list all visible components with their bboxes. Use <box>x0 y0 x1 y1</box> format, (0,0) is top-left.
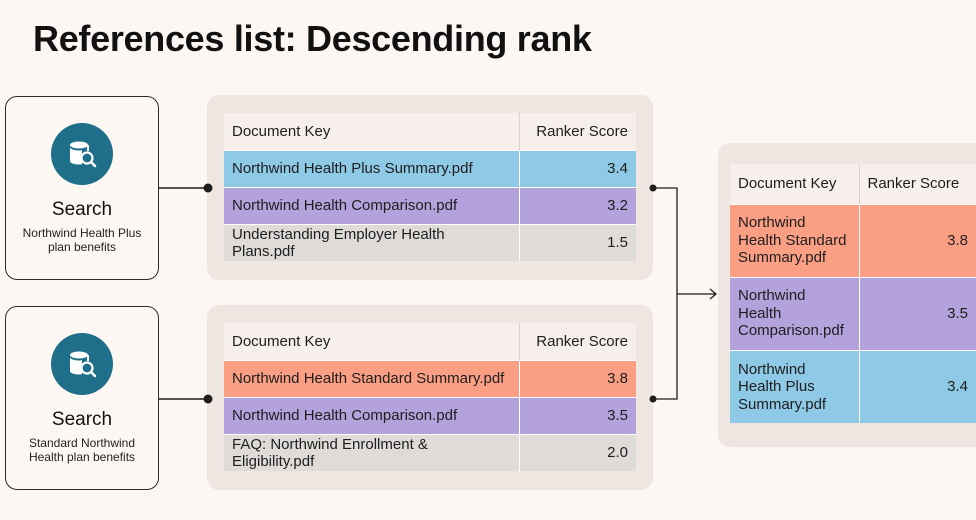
document-key: Understanding Employer Health Plans.pdf <box>224 223 519 261</box>
ranker-score: 3.8 <box>518 359 636 397</box>
document-key-line: Comparison.pdf <box>738 322 844 340</box>
page-title: References list: Descending rank <box>33 18 592 59</box>
document-key-line: Northwind <box>738 214 806 232</box>
document-key-line: Summary.pdf <box>738 395 827 413</box>
results-table-plus: Document Key Ranker Score Northwind Heal… <box>224 113 636 261</box>
document-key-line: Health Plus <box>738 378 815 395</box>
document-key: FAQ: Northwind Enrollment & Eligibility.… <box>224 433 519 471</box>
search-query: Northwind Health Plus plan benefits <box>22 226 142 254</box>
search-card-standard[interactable]: Search Standard Northwind Health plan be… <box>5 306 159 490</box>
connector-dot <box>203 394 213 404</box>
table-row[interactable]: Understanding Employer Health Plans.pdf … <box>224 223 636 261</box>
table-row[interactable]: Northwind Health Standard Summary.pdf 3.… <box>730 203 976 277</box>
column-header-document-key: Document Key <box>730 164 859 204</box>
document-key: Northwind Health Plus Summary.pdf <box>730 349 859 423</box>
document-key-line: Health Standard <box>738 231 847 249</box>
table-row[interactable]: Northwind Health Standard Summary.pdf 3.… <box>224 359 636 397</box>
search-label: Search <box>51 409 113 430</box>
document-key: Northwind Health Comparison.pdf <box>224 186 519 224</box>
merged-results-table: Document Key Ranker Score Northwind Heal… <box>730 164 976 423</box>
document-key: Northwind Health Standard Summary.pdf <box>730 203 859 277</box>
table-row[interactable]: Northwind Health Comparison.pdf 3.5 <box>730 276 976 350</box>
results-table-standard: Document Key Ranker Score Northwind Heal… <box>224 323 636 471</box>
table-row[interactable]: Northwind Health Comparison.pdf 3.2 <box>224 186 636 224</box>
column-header-document-key: Document Key <box>224 113 519 150</box>
ranker-score: 1.5 <box>518 223 636 261</box>
ranker-score: 3.4 <box>518 149 636 187</box>
document-key-line: Northwind <box>738 287 806 305</box>
ranker-score: 3.2 <box>518 186 636 224</box>
search-card-plus[interactable]: Search Northwind Health Plus plan benefi… <box>5 96 159 280</box>
database-search-icon <box>51 333 113 395</box>
table-row[interactable]: Northwind Health Comparison.pdf 3.5 <box>224 396 636 434</box>
column-header-ranker-score: Ranker Score <box>518 113 636 150</box>
ranker-score: 3.8 <box>858 203 976 277</box>
document-key-line: Northwind <box>738 360 806 378</box>
ranker-score: 3.5 <box>518 396 636 434</box>
ranker-score: 3.4 <box>858 349 976 423</box>
document-key: Northwind Health Plus Summary.pdf <box>224 149 519 187</box>
arrow-head-icon <box>709 288 718 300</box>
table-row[interactable]: FAQ: Northwind Enrollment & Eligibility.… <box>224 433 636 471</box>
ranker-score: 2.0 <box>518 433 636 471</box>
search-query: Standard Northwind Health plan benefits <box>28 436 136 464</box>
database-search-icon <box>51 123 113 185</box>
connector-dot <box>203 183 213 193</box>
column-header-ranker-score: Ranker Score <box>518 323 636 360</box>
column-header-ranker-score: Ranker Score <box>858 164 976 204</box>
column-header-document-key: Document Key <box>224 323 519 360</box>
table-header-row: Document Key Ranker Score <box>224 323 636 360</box>
table-header-row: Document Key Ranker Score <box>730 164 976 204</box>
table-header-row: Document Key Ranker Score <box>224 113 636 150</box>
table-row[interactable]: Northwind Health Plus Summary.pdf 3.4 <box>730 349 976 423</box>
ranker-score: 3.5 <box>858 276 976 350</box>
document-key-line: Summary.pdf <box>738 249 827 267</box>
connector-merge-line <box>653 187 678 400</box>
search-label: Search <box>51 199 113 220</box>
document-key: Northwind Health Comparison.pdf <box>224 396 519 434</box>
table-row[interactable]: Northwind Health Plus Summary.pdf 3.4 <box>224 149 636 187</box>
document-key-line: Health <box>738 304 782 322</box>
document-key: Northwind Health Comparison.pdf <box>730 276 859 350</box>
document-key: Northwind Health Standard Summary.pdf <box>224 359 519 397</box>
